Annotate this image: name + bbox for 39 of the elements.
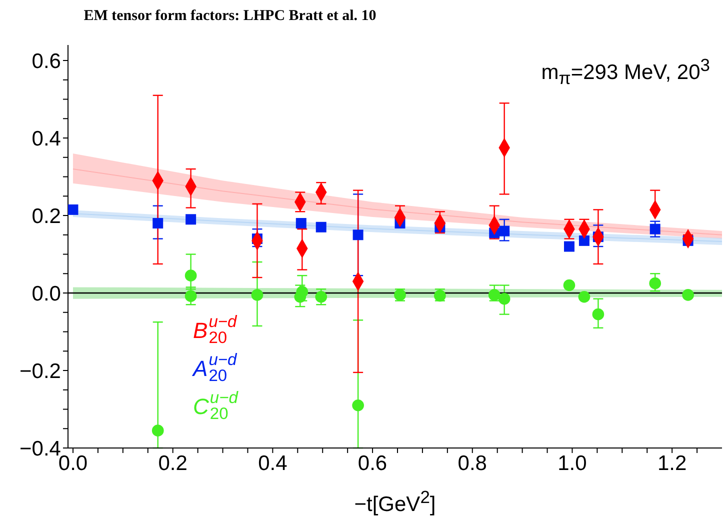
point: [315, 290, 328, 303]
point: [488, 289, 500, 301]
y-tick-label: 0.6: [32, 50, 61, 73]
point: [296, 218, 306, 228]
point: [184, 290, 197, 302]
point: [498, 292, 510, 305]
point: [296, 286, 308, 298]
x-tick-label: 0.6: [358, 452, 388, 475]
point: [68, 204, 78, 215]
x-tick-label: 1.0: [558, 452, 587, 475]
point: [316, 222, 326, 232]
point: [152, 424, 164, 436]
x-tick-label: 0.8: [458, 452, 487, 475]
point: [352, 230, 364, 240]
point: [352, 399, 364, 412]
point: [578, 235, 590, 246]
point: [251, 289, 264, 301]
point: [564, 241, 574, 252]
point: [682, 289, 694, 301]
x-tick-label: 0.4: [258, 452, 288, 475]
x-axis-title: −t[GeV$^{2}$]: [354, 487, 436, 516]
y-tick-label: −0.2: [20, 360, 61, 383]
point: [499, 226, 510, 236]
point: [184, 270, 197, 282]
point: [578, 290, 590, 303]
x-tick-label: 0.2: [158, 452, 188, 475]
point: [650, 224, 660, 234]
point: [649, 277, 662, 290]
point: [592, 308, 604, 320]
y-tick-label: 0.0: [32, 282, 61, 306]
line-series: [72, 168, 722, 236]
annotation: m$_{π}$=293 MeV, 20$^{3}$: [541, 55, 710, 88]
point: [186, 214, 196, 225]
point: [152, 218, 164, 228]
y-tick-label: 0.4: [32, 127, 62, 150]
x-tick-label: 1.2: [657, 452, 687, 475]
y-tick-label: 0.2: [32, 204, 61, 228]
point: [563, 279, 576, 292]
chart-title: EM tensor form factors: LHPC Bratt et al. 10: [84, 8, 376, 24]
